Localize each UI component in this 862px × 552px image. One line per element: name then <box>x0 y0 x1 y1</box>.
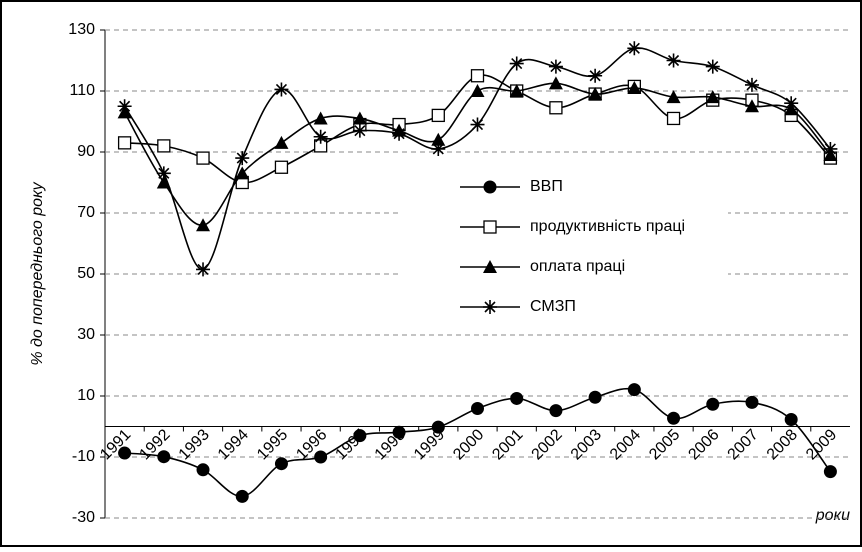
legend-label: СМЗП <box>530 298 576 315</box>
marker <box>274 160 289 174</box>
marker <box>548 76 563 90</box>
marker <box>483 260 497 273</box>
marker <box>483 300 497 314</box>
y-tick-label: 50 <box>77 265 95 282</box>
marker <box>431 108 445 123</box>
y-tick-label: 110 <box>69 82 95 99</box>
y-tick-label: 130 <box>68 21 95 38</box>
marker <box>705 90 720 104</box>
marker <box>705 59 720 74</box>
marker <box>627 80 642 94</box>
marker <box>549 101 563 115</box>
marker <box>666 111 681 126</box>
legend: ВВП продуктивність праці оплата праці СМЗП <box>398 160 728 330</box>
marker <box>431 132 446 146</box>
marker <box>627 41 642 56</box>
marker <box>392 425 406 439</box>
y-tick-label: -30 <box>72 509 95 526</box>
marker <box>744 99 759 113</box>
marker <box>196 218 211 232</box>
y-tick-label: 30 <box>77 326 95 343</box>
marker <box>509 84 524 97</box>
marker <box>235 166 250 180</box>
marker <box>744 77 759 92</box>
marker <box>549 404 563 418</box>
y-tick-label: 90 <box>77 143 95 160</box>
marker <box>431 420 445 434</box>
marker <box>157 450 171 464</box>
y-tick-label: 10 <box>77 387 95 404</box>
legend-label: ВВП <box>530 178 563 195</box>
marker <box>627 383 641 397</box>
marker <box>667 411 681 425</box>
x-axis-label: роки <box>815 507 850 524</box>
marker <box>548 59 563 74</box>
marker <box>509 56 524 71</box>
marker <box>510 391 524 405</box>
marker <box>235 151 250 166</box>
legend-label: продуктивність праці <box>530 218 685 235</box>
marker <box>823 465 837 479</box>
marker <box>196 151 210 165</box>
marker <box>274 135 289 149</box>
marker <box>470 117 485 132</box>
marker <box>431 141 446 156</box>
marker <box>118 446 132 460</box>
marker <box>666 90 681 104</box>
marker <box>471 402 484 416</box>
marker <box>353 429 367 443</box>
marker <box>313 129 328 144</box>
marker <box>745 395 759 409</box>
marker <box>784 412 798 426</box>
marker <box>196 262 211 277</box>
marker <box>313 111 328 125</box>
marker <box>156 166 171 181</box>
marker <box>156 175 171 189</box>
marker <box>483 180 497 194</box>
y-tick-label: 70 <box>77 204 95 221</box>
y-tick-label: -10 <box>72 448 95 465</box>
marker <box>117 136 132 150</box>
marker <box>666 53 681 68</box>
marker <box>784 96 799 111</box>
marker <box>483 220 497 234</box>
marker <box>196 463 210 477</box>
marker <box>588 68 603 83</box>
marker <box>157 139 171 153</box>
marker <box>235 489 249 503</box>
marker <box>352 123 367 138</box>
marker <box>274 457 288 471</box>
marker <box>352 111 367 125</box>
marker <box>274 82 289 97</box>
marker <box>588 87 603 101</box>
marker <box>314 450 328 464</box>
marker <box>588 390 602 404</box>
series-line <box>123 47 832 271</box>
marker <box>392 126 407 141</box>
marker <box>117 99 132 114</box>
marker <box>823 141 838 156</box>
marker <box>706 397 720 411</box>
marker <box>470 84 485 97</box>
y-axis-label: % до попереднього року <box>29 181 46 365</box>
marker <box>470 69 485 83</box>
legend-box <box>398 160 728 330</box>
legend-label: оплата праці <box>530 258 625 275</box>
